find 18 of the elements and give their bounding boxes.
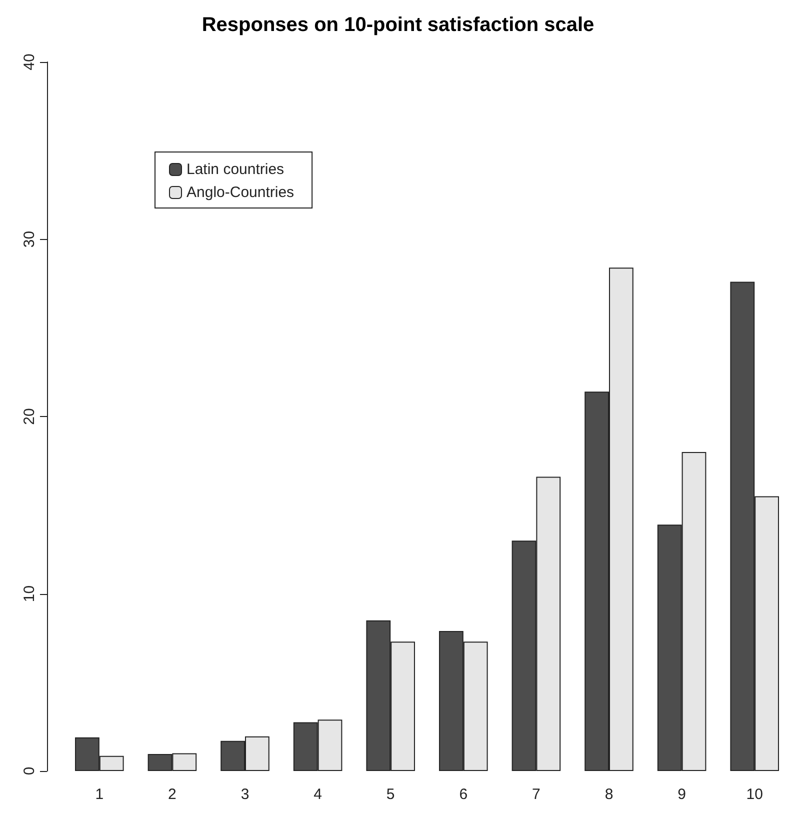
chart-title: Responses on 10-point satisfaction scale (202, 14, 594, 36)
x-tick-label: 2 (168, 786, 176, 803)
x-tick-label: 3 (240, 786, 250, 803)
x-tick-label: 9 (678, 786, 686, 803)
y-tick-label: 0 (21, 766, 38, 776)
legend-label: Latin countries (186, 161, 284, 178)
legend-label: Anglo-Countries (186, 184, 294, 201)
x-tick-label: 4 (314, 786, 322, 803)
x-tick-label: 1 (95, 786, 104, 803)
y-tick-label: 10 (21, 585, 38, 602)
y-tick-label: 20 (21, 408, 38, 425)
y-tick-label: 30 (21, 230, 38, 248)
y-tick-label: 40 (21, 54, 38, 70)
x-tick-label: 8 (604, 786, 614, 803)
x-tick-label: 10 (746, 786, 763, 803)
x-tick-label: 7 (532, 786, 540, 803)
x-tick-label: 6 (459, 786, 468, 803)
x-tick-label: 5 (386, 786, 395, 803)
